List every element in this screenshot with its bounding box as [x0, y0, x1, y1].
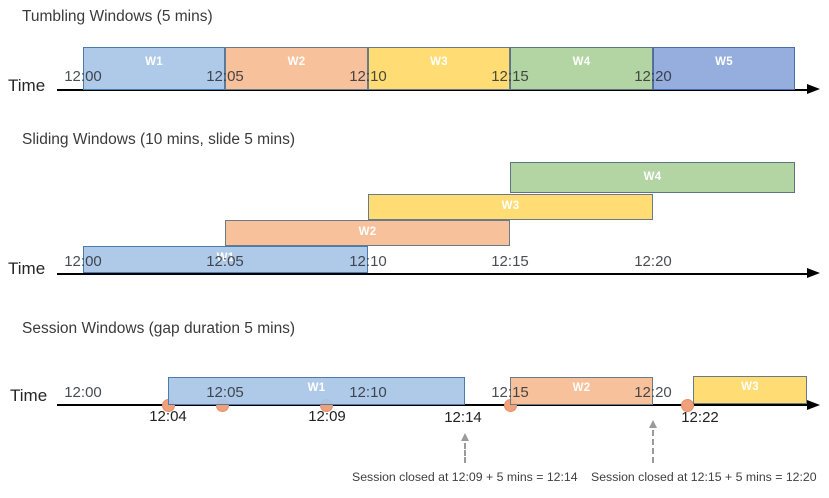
- window-label: W4: [572, 56, 591, 68]
- tumbling-window-w2: W2: [225, 47, 368, 90]
- tick-label: 12:00: [64, 384, 102, 401]
- arrowhead-up-icon: [461, 433, 469, 441]
- event-time-label: 12:22: [681, 409, 719, 426]
- session-axis-arrowhead-icon: [807, 399, 820, 410]
- sliding-axis-arrowhead-icon: [807, 268, 820, 279]
- window-label: W2: [287, 56, 306, 68]
- window-label: W3: [501, 200, 520, 212]
- tumbling-window-w3: W3: [368, 47, 510, 90]
- window-label: W3: [741, 381, 759, 393]
- session-axis-line: [57, 403, 809, 407]
- window-label: W1: [307, 382, 326, 394]
- arrowhead-up-icon: [649, 420, 657, 428]
- session-close-time-label: 12:14: [444, 409, 482, 426]
- window-label: W3: [430, 56, 448, 68]
- event-dot: [680, 398, 694, 412]
- tick-label: 12:20: [634, 68, 672, 85]
- tumbling-window-w1: W1: [83, 47, 225, 90]
- session-time-axis-label: Time: [10, 386, 48, 405]
- sliding-window-w2: W2: [225, 220, 510, 246]
- tumbling-time-axis-label: Time: [8, 76, 46, 95]
- event-time-label: 12:09: [308, 408, 346, 425]
- window-label: W4: [643, 171, 662, 183]
- window-label: W2: [358, 226, 377, 238]
- session-close-arrow-icon: [458, 433, 472, 463]
- dashed-line: [464, 443, 466, 463]
- tick-label: 12:10: [349, 253, 387, 270]
- window-label: W5: [715, 56, 733, 68]
- sliding-axis-line: [57, 272, 809, 276]
- tick-label: 12:10: [349, 68, 387, 85]
- window-label: W2: [572, 382, 591, 394]
- tick-label: 12:15: [491, 384, 529, 401]
- tick-label: 12:15: [491, 68, 529, 85]
- session-section-title: Session Windows (gap duration 5 mins): [22, 320, 296, 337]
- sliding-window-w1: W1: [83, 246, 368, 273]
- tumbling-window-w4: W4: [510, 47, 653, 90]
- tick-label: 12:00: [64, 68, 102, 85]
- tumbling-window-w5: W5: [653, 47, 795, 90]
- tick-label: 12:20: [634, 253, 672, 270]
- tumbling-section-title: Tumbling Windows (5 mins): [22, 8, 213, 25]
- session-window-w1: W1: [168, 377, 465, 405]
- session-close-annotation: Session closed at 12:09 + 5 mins = 12:14: [352, 470, 578, 484]
- session-close-annotation: Session closed at 12:15 + 5 mins = 12:20: [591, 470, 817, 484]
- session-window-w2: W2: [510, 377, 653, 405]
- tick-label: 12:00: [64, 253, 102, 270]
- sliding-section-title: Sliding Windows (10 mins, slide 5 mins): [22, 131, 296, 148]
- window-label: W1: [145, 56, 163, 68]
- sliding-time-axis-label: Time: [8, 259, 46, 278]
- tick-label: 12:10: [349, 384, 387, 401]
- sliding-window-w3: W3: [368, 194, 653, 220]
- session-close-arrow-icon: [646, 420, 660, 463]
- sliding-window-w4: W4: [510, 162, 795, 193]
- session-window-w3: W3: [693, 376, 807, 404]
- tick-label: 12:05: [206, 384, 244, 401]
- tumbling-axis-arrowhead-icon: [807, 84, 820, 95]
- tick-label: 12:20: [634, 384, 672, 401]
- window-label: W1: [216, 252, 235, 264]
- tick-label: 12:05: [206, 68, 244, 85]
- tick-label: 12:15: [491, 253, 529, 270]
- dashed-line: [652, 430, 654, 463]
- tick-label: 12:05: [206, 253, 244, 270]
- event-time-label: 12:04: [149, 408, 187, 425]
